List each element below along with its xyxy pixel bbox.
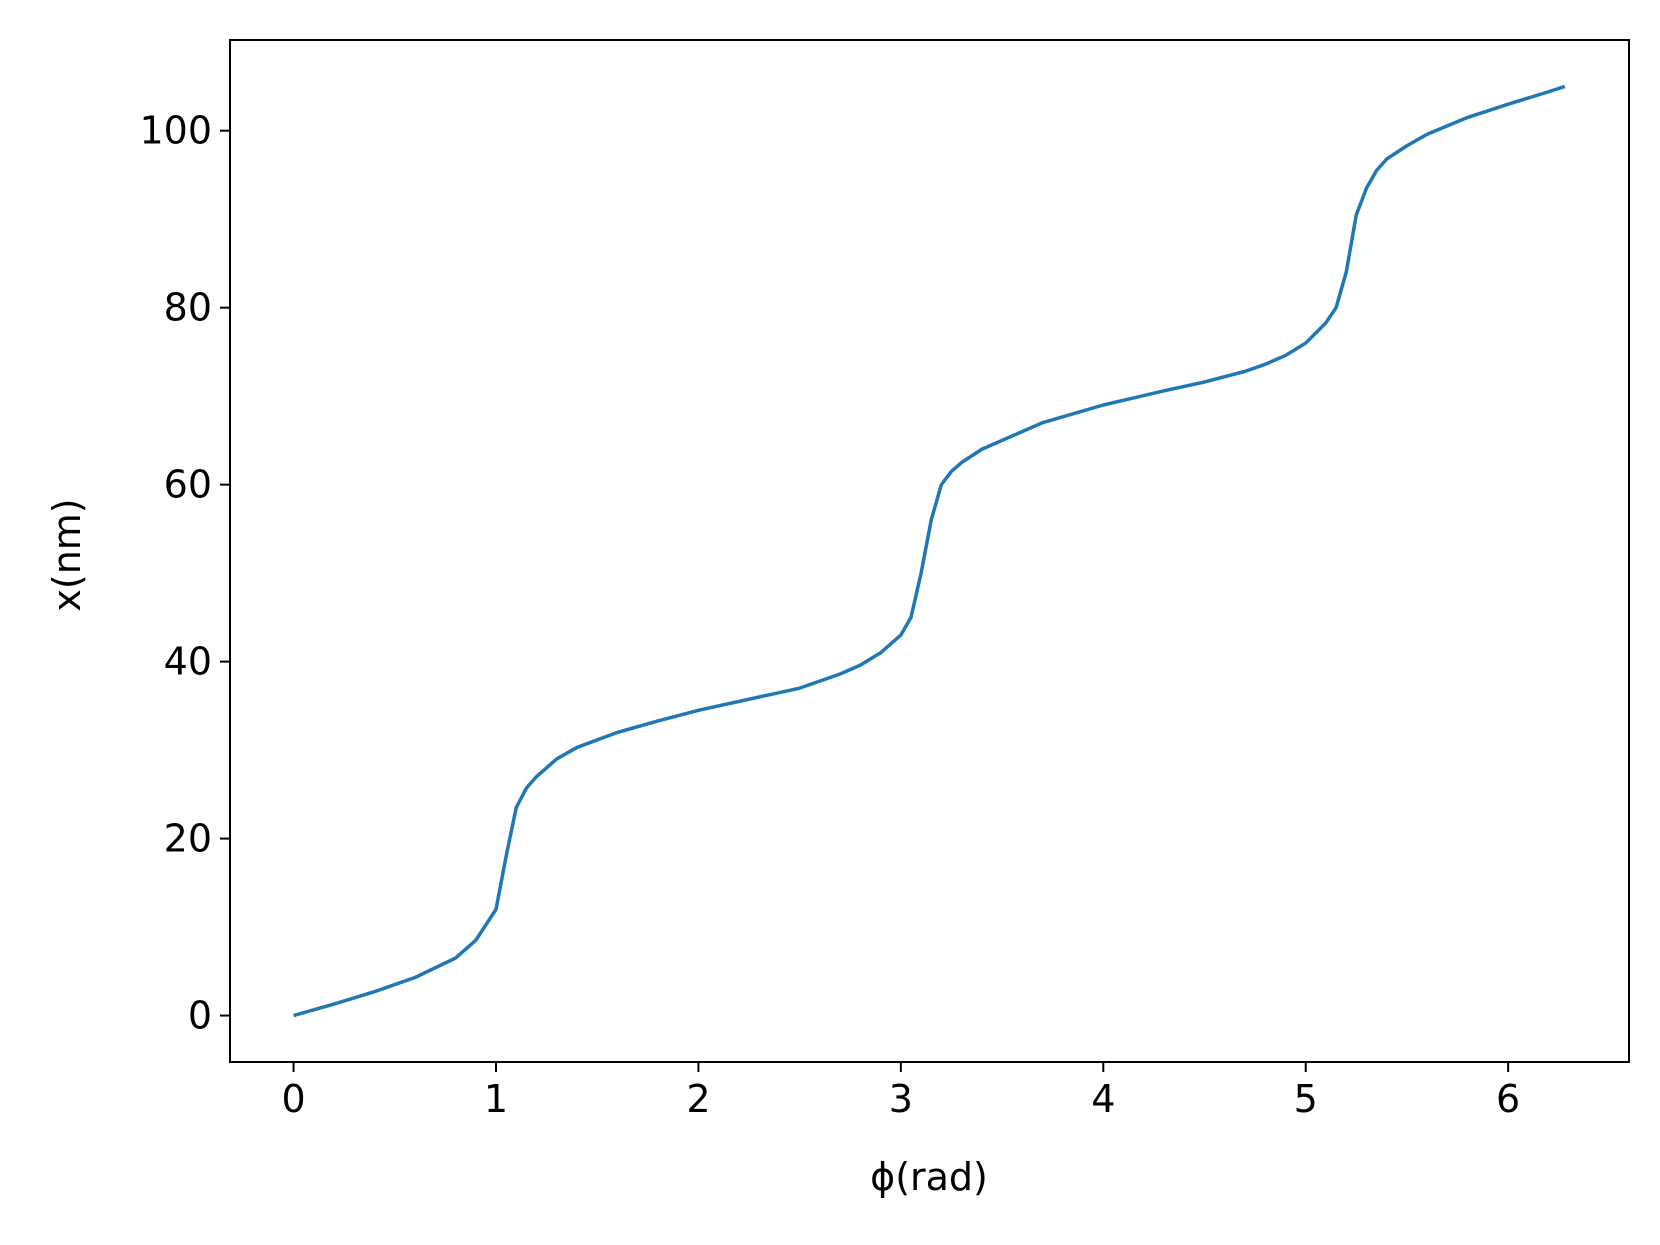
x-tick-label: 3 (889, 1077, 913, 1121)
data-line (293, 84, 1566, 1018)
y-tick-label: 100 (139, 109, 212, 153)
x-tick-label: 1 (484, 1077, 508, 1121)
x-tick-label: 2 (686, 1077, 710, 1121)
y-axis-label: x(nm) (45, 498, 89, 611)
x-tick-label: 0 (281, 1077, 305, 1121)
y-tick-label: 60 (164, 463, 212, 507)
y-tick-label: 0 (188, 994, 212, 1038)
y-tick-label: 20 (164, 817, 212, 861)
x-axis-label: ϕ(rad) (870, 1155, 988, 1199)
x-tick-label: 6 (1496, 1077, 1520, 1121)
x-tick-label: 4 (1091, 1077, 1115, 1121)
plot-frame (229, 39, 1630, 1063)
y-tick-label: 40 (164, 640, 212, 684)
y-tick-label: 80 (164, 286, 212, 330)
x-tick-label: 5 (1294, 1077, 1318, 1121)
